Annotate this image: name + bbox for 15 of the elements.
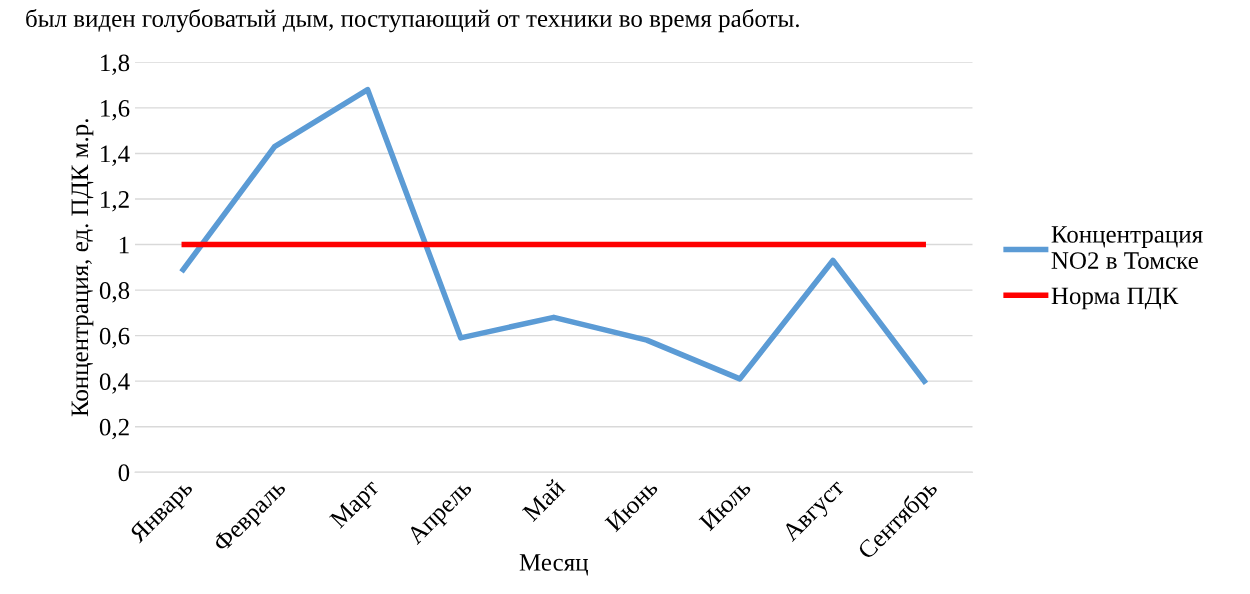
text: был виден голубоватый дым, поступающий от техники во время работы. — [26, 8, 799, 33]
y-tick-label: 0,2 — [99, 418, 129, 440]
y-tick-label: 1,2 — [101, 191, 129, 212]
x-axis-title: Месяц — [519, 554, 588, 576]
legend-label: Концентрация NO2 в Томске — [1051, 226, 1203, 269]
y-axis-title: Концентрация, ед. ПДК м.р. — [71, 119, 94, 417]
y-tick-label: 0,6 — [99, 327, 130, 349]
y-tick-label: 0,4 — [99, 373, 130, 394]
y-tick-label: 0,8 — [99, 282, 130, 303]
y-tick-label: 0 — [118, 464, 130, 482]
y-tick-label: 1,6 — [101, 100, 130, 121]
y-tick-label: 1 — [119, 236, 129, 254]
legend-label: Норма ПДК — [1051, 287, 1179, 310]
y-tick-label: 1,8 — [101, 54, 130, 75]
y-tick-label: 1,4 — [101, 145, 130, 166]
